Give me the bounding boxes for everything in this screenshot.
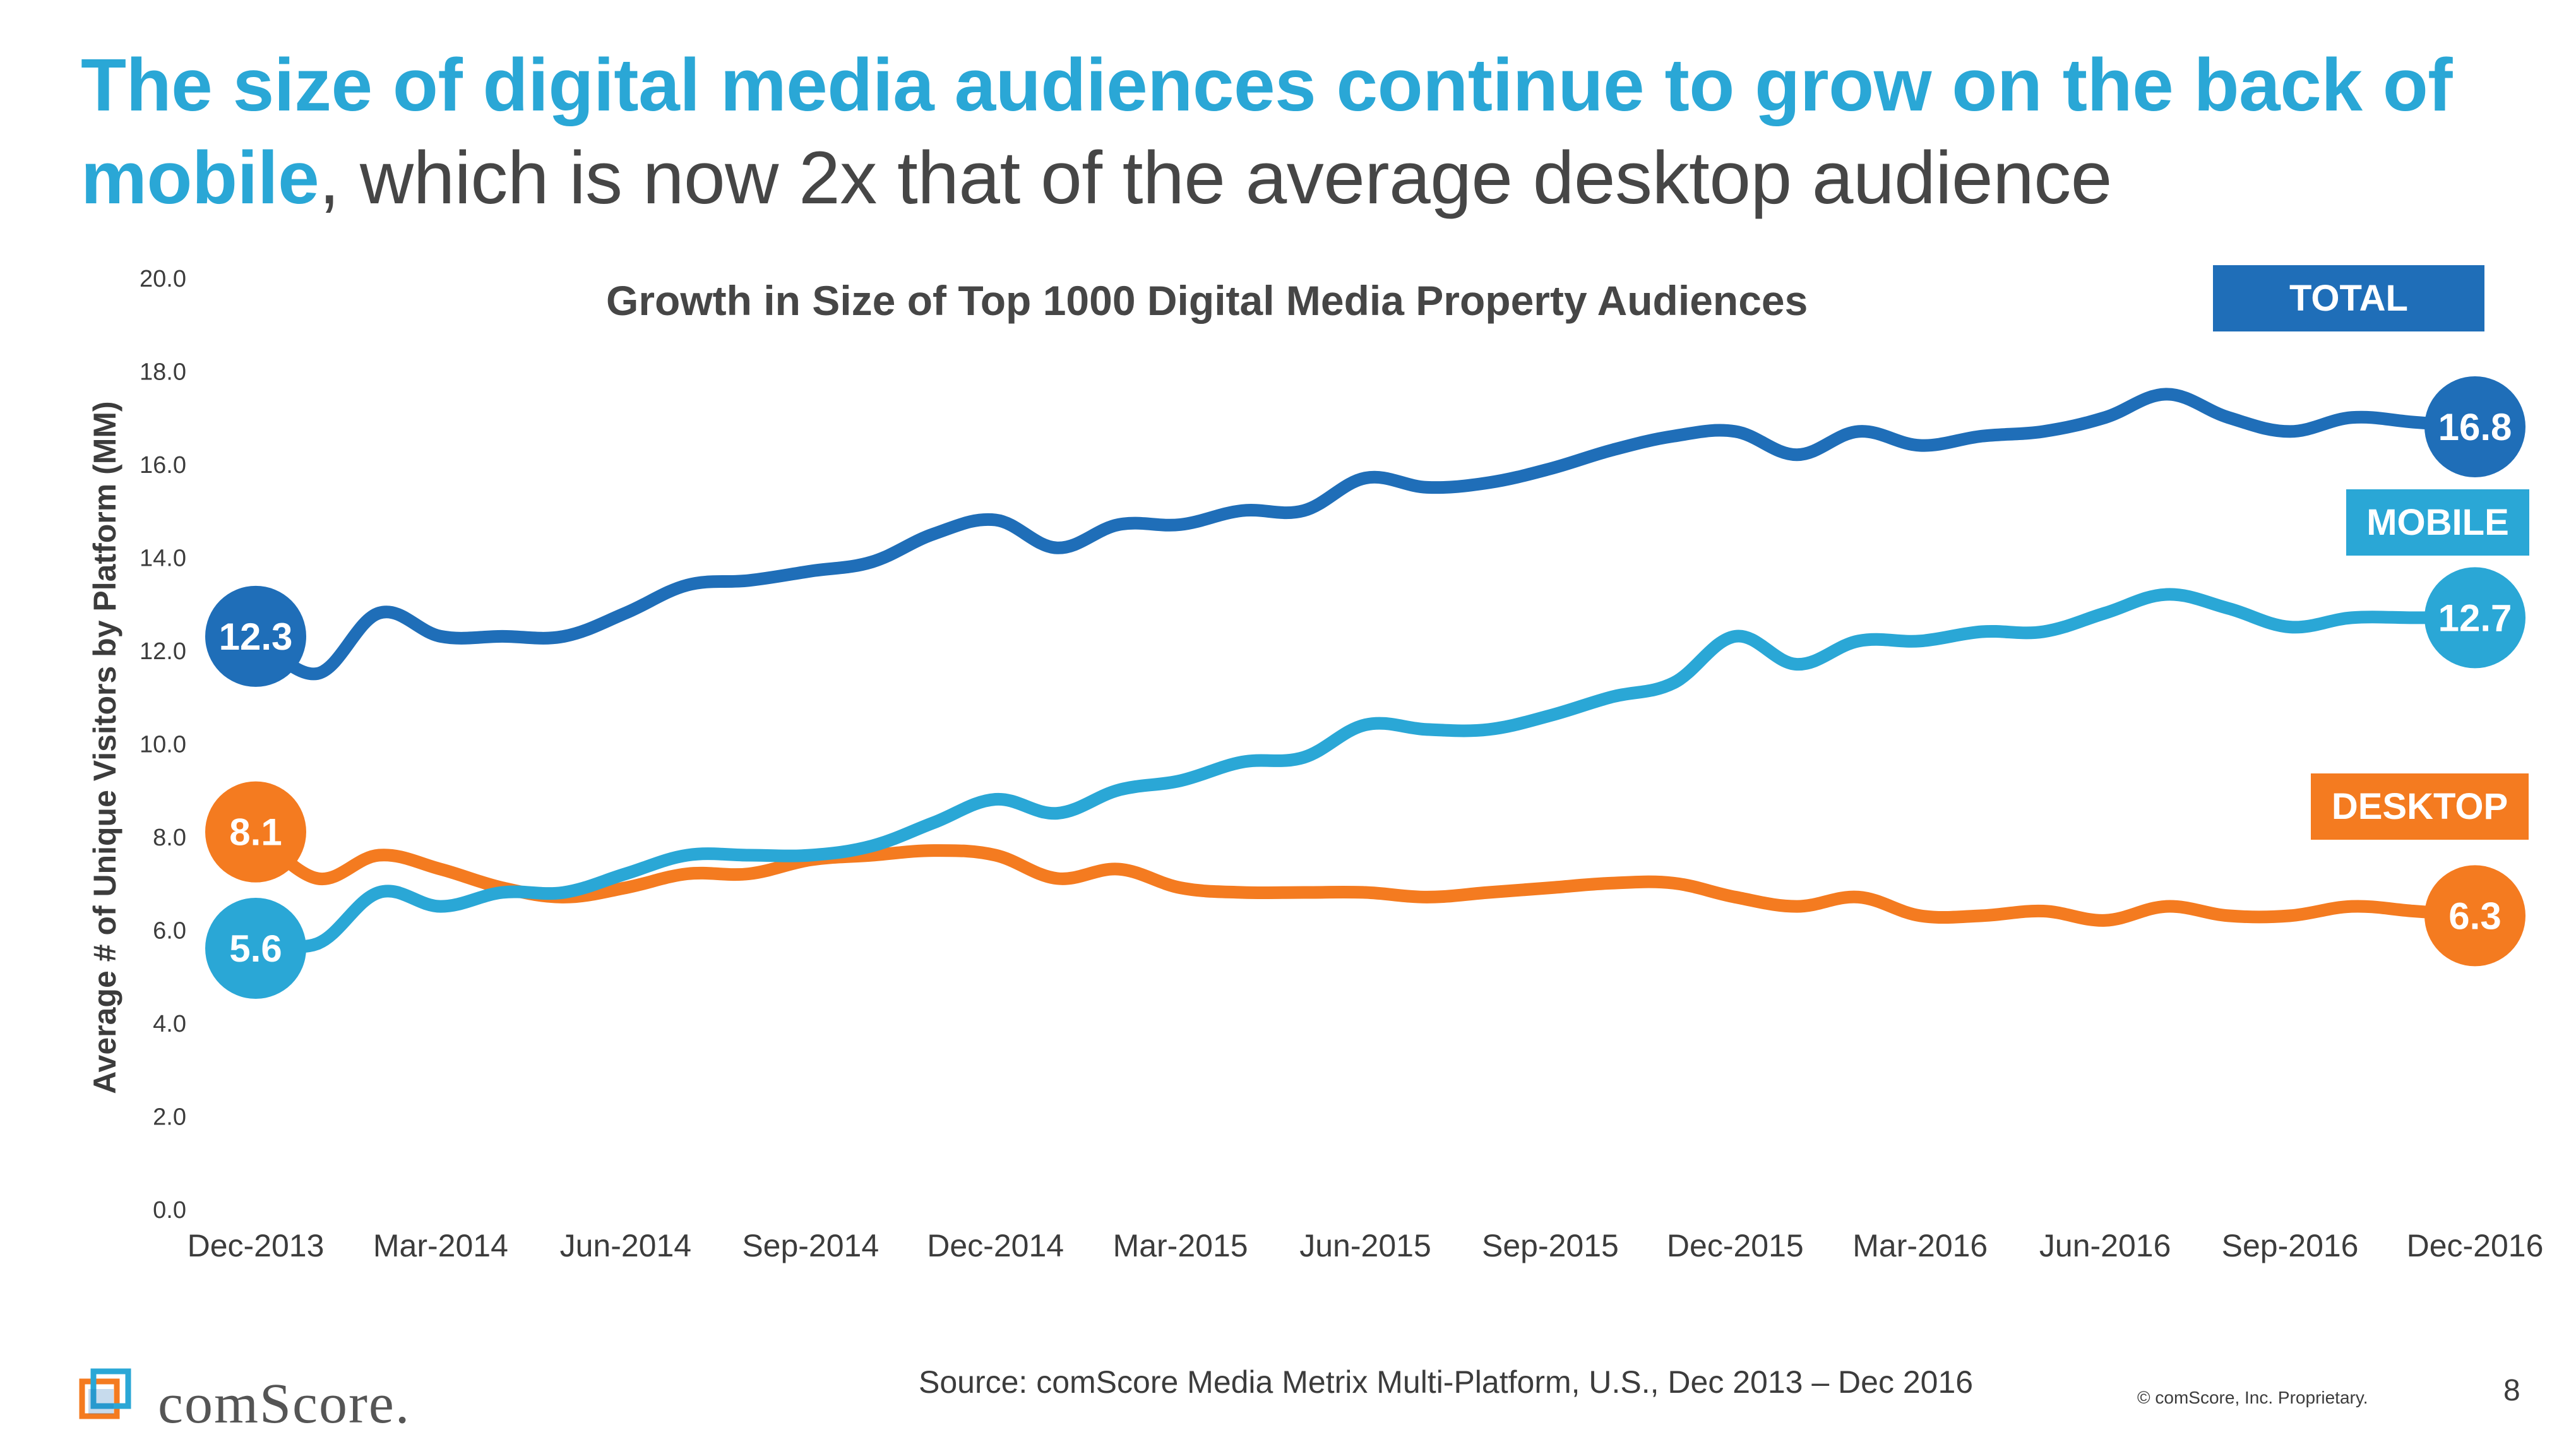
bubble-end-mobile [2424,567,2525,669]
legend-tag-desktop: DESKTOP [2311,773,2529,840]
bubble-label-start-desktop: 8.1 [229,811,282,854]
bubble-start-desktop [205,781,306,883]
y-tick-label: 20.0 [140,266,186,292]
x-tick-label: Jun-2014 [560,1228,692,1263]
x-tick-label: Dec-2016 [2407,1228,2544,1263]
x-tick-label: Dec-2014 [927,1228,1064,1263]
bubble-label-end-mobile: 12.7 [2438,597,2512,639]
bubble-start-total-digital [205,585,306,687]
x-tick-label: Mar-2015 [1113,1228,1248,1263]
y-tick-label: 18.0 [140,359,186,386]
bubble-label-start-total-digital: 12.3 [219,616,293,658]
headline-rest: , which is now 2x that of the average de… [319,136,2112,220]
y-tick-label: 12.0 [140,638,186,665]
y-tick-label: 6.0 [153,918,186,945]
series-line-desktop [249,825,2481,927]
comscore-logo-text: comScore. [158,1373,411,1435]
y-tick-label: 14.0 [140,546,186,572]
bubble-label-end-desktop: 6.3 [2448,895,2501,937]
x-tick-label: Sep-2015 [1482,1228,1619,1263]
x-tick-label: Mar-2014 [373,1228,508,1263]
page-headline: The size of digital media audiences cont… [81,39,2518,225]
bubble-end-total-digital [2424,376,2525,477]
y-tick-label: 16.0 [140,452,186,479]
bubble-label-start-mobile: 5.6 [229,927,282,970]
source-note: Source: comScore Media Metrix Multi-Plat… [919,1364,1974,1400]
legend-tag-total-digital: TOTAL DIGITAL [2213,265,2484,385]
x-tick-label: Jun-2015 [1299,1228,1431,1263]
bubble-end-desktop [2424,865,2525,967]
chart-title: Growth in Size of Top 1000 Digital Media… [606,277,1808,324]
x-tick-label: Sep-2016 [2222,1228,2359,1263]
copyright-note: © comScore, Inc. Proprietary. [2137,1388,2368,1407]
headline-bold: The size of digital media audiences cont… [81,44,2453,220]
legend-tag-mobile: MOBILE [2346,489,2529,556]
x-tick-label: Dec-2015 [1667,1228,1804,1263]
x-tick-label: Jun-2016 [2039,1228,2171,1263]
end-value-bubbles: 12.3 16.8 5.6 12.7 8.1 6.3 [205,376,2525,999]
comscore-logo-icon [79,1368,131,1419]
x-tick-label: Mar-2016 [1852,1228,1988,1263]
x-axis-ticks: Dec-2013 Mar-2014 Jun-2014 Sep-2014 Dec-2014… [188,1228,2544,1263]
series-line-total-digital [249,388,2481,681]
y-tick-label: 8.0 [153,825,186,851]
series-lines [249,388,2481,953]
y-axis-label: Average # of Unique Visitors by Platform… [87,401,122,1094]
y-tick-label: 10.0 [140,732,186,758]
x-tick-label: Dec-2013 [188,1228,325,1263]
series-line-mobile [249,588,2481,953]
y-axis-ticks: 0.0 2.0 4.0 6.0 8.0 10.0 12.0 14.0 16.0 18.0 20.0 [140,266,186,1224]
bubble-start-mobile [205,898,306,999]
page-number: 8 [2503,1374,2520,1407]
y-tick-label: 2.0 [153,1104,186,1131]
y-tick-label: 0.0 [153,1197,186,1224]
bubble-label-end-total-digital: 16.8 [2438,406,2512,448]
x-tick-label: Sep-2014 [742,1228,879,1263]
y-tick-label: 4.0 [153,1011,186,1037]
